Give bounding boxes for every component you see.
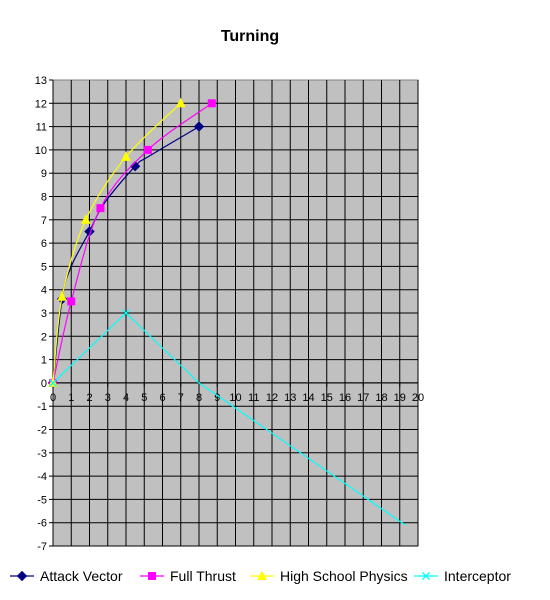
legend-item-full-thrust: Full Thrust	[140, 568, 236, 584]
y-tick-label: 10	[35, 145, 47, 157]
x-tick-label: 10	[229, 392, 241, 404]
legend-swatch-marker	[257, 570, 267, 580]
data-point-interceptor	[49, 378, 57, 387]
x-tick-label: 11	[248, 392, 259, 404]
legend-label: Interceptor	[444, 568, 511, 584]
x-tick-label: 19	[394, 392, 406, 404]
x-tick-label: 13	[284, 392, 296, 404]
y-tick-label: 7	[41, 215, 47, 227]
data-point-full-thrust	[143, 145, 152, 154]
x-tick-label: 9	[214, 392, 220, 404]
y-tick-label: -3	[37, 448, 47, 460]
y-tick-label: 8	[41, 192, 47, 204]
x-tick-label: 16	[339, 392, 351, 404]
y-tick-label: 13	[35, 75, 47, 87]
y-tick-label: 6	[41, 238, 47, 250]
data-point-high-school-physics	[175, 97, 186, 108]
y-tick-label: 12	[35, 98, 47, 110]
y-tick-label: -7	[37, 541, 47, 553]
y-tick-label: 9	[41, 168, 47, 180]
x-tick-label: 2	[86, 392, 92, 404]
y-tick-label: -2	[37, 425, 47, 437]
y-tick-label: -1	[37, 401, 47, 413]
x-tick-label: 3	[105, 392, 111, 404]
legend-label: Full Thrust	[170, 568, 236, 584]
x-tick-label: 18	[375, 392, 387, 404]
data-point-high-school-physics	[81, 214, 91, 224]
y-tick-label: 3	[41, 308, 47, 320]
data-point-high-school-physics	[121, 151, 131, 161]
series-high-school-physics	[48, 97, 186, 387]
data-point-high-school-physics	[57, 291, 67, 301]
x-tick-label: 5	[141, 392, 147, 404]
legend: Attack Vector Full Thrust High School Phys…	[10, 568, 511, 584]
grid	[53, 80, 419, 547]
x-tick-label: 15	[321, 392, 333, 404]
legend-swatch-marker	[148, 572, 156, 580]
y-tick-label: 0	[41, 378, 47, 390]
data-point-interceptor	[122, 309, 130, 317]
x-tick-label: 6	[159, 392, 165, 404]
legend-item-attack-vector: Attack Vector	[10, 568, 123, 584]
legend-label: Attack Vector	[40, 568, 123, 584]
y-tick-label: -6	[37, 518, 47, 530]
chart-title: Turning	[221, 28, 279, 45]
y-tick-label: 2	[41, 331, 47, 343]
x-tick-label: 14	[302, 392, 314, 404]
x-tick-label: 12	[266, 392, 278, 404]
y-tick-label: 1	[41, 355, 47, 367]
legend-label: High School Physics	[280, 568, 408, 584]
x-tick-label: 1	[68, 392, 74, 404]
data-point-attack-vector	[193, 121, 205, 132]
series-line-interceptor	[52, 312, 406, 526]
y-tick-label: -4	[37, 471, 47, 483]
x-tick-label: 17	[357, 392, 369, 404]
y-tick-label: 11	[36, 122, 47, 134]
data-point-full-thrust	[207, 99, 216, 108]
x-tick-label: 20	[412, 392, 424, 404]
legend-swatch-marker	[422, 572, 430, 580]
x-tick-label: 7	[178, 392, 184, 404]
data-point-full-thrust	[96, 204, 105, 213]
x-tick-label: 4	[123, 392, 129, 404]
data-point-full-thrust	[67, 297, 76, 306]
x-tick-label: 8	[196, 392, 202, 404]
x-tick-label: 0	[50, 392, 56, 404]
y-tick-label: -5	[37, 494, 47, 506]
legend-item-high-school-physics: High School Physics	[250, 568, 408, 584]
legend-swatch-marker	[16, 570, 28, 582]
y-tick-label: 5	[41, 261, 47, 273]
legend-item-interceptor: Interceptor	[414, 568, 511, 584]
series-interceptor	[49, 309, 406, 526]
y-tick-label: 4	[41, 285, 47, 297]
series-group	[47, 97, 406, 526]
